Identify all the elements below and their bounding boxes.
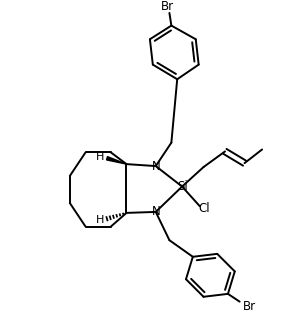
Text: Cl: Cl — [199, 202, 210, 215]
Text: H: H — [96, 215, 104, 225]
Text: H: H — [96, 152, 104, 162]
Text: Br: Br — [161, 0, 174, 12]
Text: N: N — [151, 159, 160, 173]
Polygon shape — [107, 157, 126, 164]
Text: N: N — [151, 205, 160, 218]
Text: Si: Si — [178, 180, 188, 193]
Text: Br: Br — [243, 300, 256, 313]
